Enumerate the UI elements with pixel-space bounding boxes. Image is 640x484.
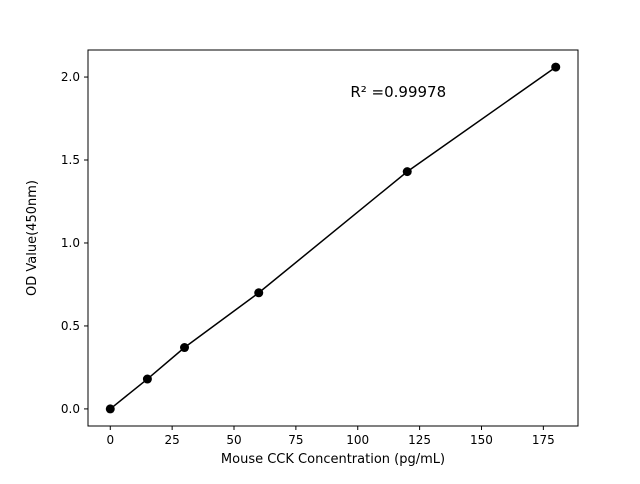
x-tick-label: 0	[106, 433, 114, 447]
data-point	[402, 167, 412, 177]
data-point	[180, 343, 190, 353]
y-tick-label: 0.0	[61, 402, 80, 416]
data-point	[254, 288, 264, 298]
y-axis-label: OD Value(450nm)	[25, 180, 40, 296]
y-tick-label: 1.0	[61, 236, 80, 250]
x-tick-label: 150	[470, 433, 493, 447]
data-point	[142, 374, 152, 384]
fit-line	[109, 66, 557, 410]
y-tick-label: 1.5	[61, 153, 80, 167]
data-point	[105, 404, 115, 414]
y-tick-label: 0.5	[61, 319, 80, 333]
plot-frame	[87, 49, 579, 427]
x-tick-label: 100	[346, 433, 369, 447]
y-tick-label: 2.0	[61, 70, 80, 84]
x-axis-label: Mouse CCK Concentration (pg/mL)	[221, 452, 445, 467]
x-tick-label: 125	[408, 433, 431, 447]
x-tick-label: 175	[532, 433, 555, 447]
x-tick-label: 75	[288, 433, 303, 447]
r-squared-annotation: R² =0.99978	[350, 83, 446, 101]
x-tick-label: 25	[165, 433, 180, 447]
data-point	[551, 62, 561, 72]
x-tick-label: 50	[226, 433, 241, 447]
